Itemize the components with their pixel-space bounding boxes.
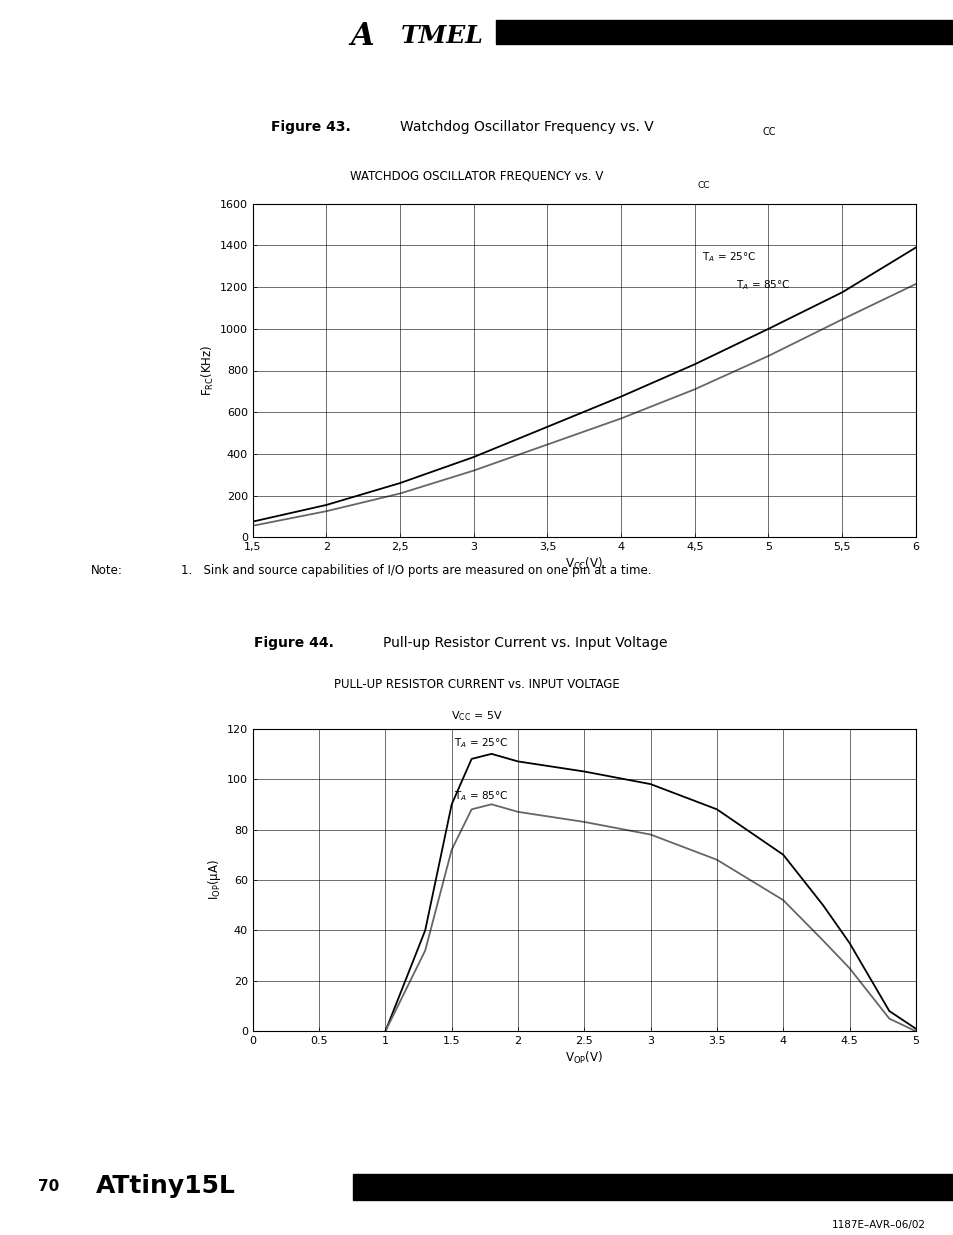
Text: 1187E–AVR–06/02: 1187E–AVR–06/02 <box>830 1220 924 1230</box>
Text: T$_A$ = 85°C: T$_A$ = 85°C <box>736 278 789 291</box>
Text: A: A <box>351 21 374 52</box>
Y-axis label: I$_{\mathregular{OP}}$(μA): I$_{\mathregular{OP}}$(μA) <box>206 860 222 900</box>
Text: T$_A$ = 25°C: T$_A$ = 25°C <box>701 249 756 264</box>
Text: 70: 70 <box>38 1178 59 1193</box>
Bar <box>496 20 953 44</box>
Text: T$_A$ = 25°C: T$_A$ = 25°C <box>454 736 508 750</box>
Text: V$_{\mathregular{CC}}$ = 5V: V$_{\mathregular{CC}}$ = 5V <box>451 709 502 724</box>
Text: PULL-UP RESISTOR CURRENT vs. INPUT VOLTAGE: PULL-UP RESISTOR CURRENT vs. INPUT VOLTA… <box>334 678 619 692</box>
X-axis label: V$_{\mathregular{OP}}$(V): V$_{\mathregular{OP}}$(V) <box>564 1050 603 1066</box>
Text: Figure 43.: Figure 43. <box>271 120 351 133</box>
Text: Pull-up Resistor Current vs. Input Voltage: Pull-up Resistor Current vs. Input Volta… <box>382 636 666 651</box>
Bar <box>353 1173 953 1199</box>
Text: Figure 44.: Figure 44. <box>253 636 334 651</box>
Text: Note:: Note: <box>91 563 122 577</box>
Text: TMEL: TMEL <box>400 25 483 48</box>
Text: 1.   Sink and source capabilities of I/O ports are measured on one pin at a time: 1. Sink and source capabilities of I/O p… <box>181 563 651 577</box>
Y-axis label: F$_{\mathregular{RC}}$(KHz): F$_{\mathregular{RC}}$(KHz) <box>199 345 215 396</box>
Text: WATCHDOG OSCILLATOR FREQUENCY vs. V: WATCHDOG OSCILLATOR FREQUENCY vs. V <box>350 169 603 182</box>
X-axis label: V$_{\mathregular{CC}}$(V): V$_{\mathregular{CC}}$(V) <box>564 556 603 572</box>
Text: CC: CC <box>762 127 776 137</box>
Text: Watchdog Oscillator Frequency vs. V: Watchdog Oscillator Frequency vs. V <box>399 120 653 133</box>
Text: CC: CC <box>697 182 709 190</box>
Text: ATtiny15L: ATtiny15L <box>95 1174 235 1198</box>
Text: T$_A$ = 85°C: T$_A$ = 85°C <box>454 789 508 803</box>
